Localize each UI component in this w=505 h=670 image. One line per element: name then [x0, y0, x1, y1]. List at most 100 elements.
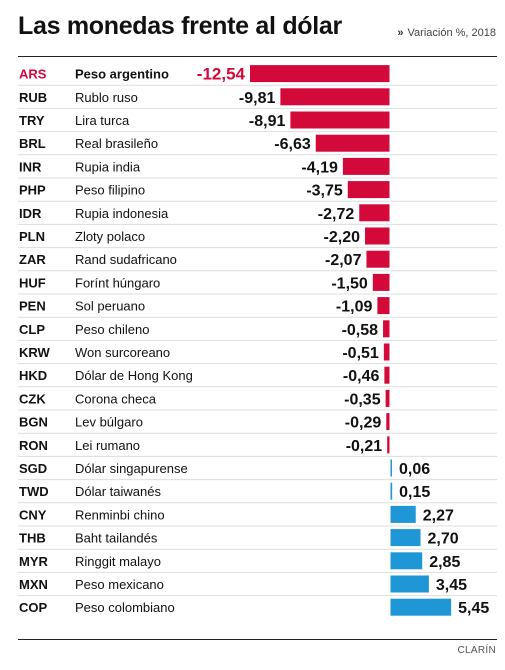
bar: [383, 320, 390, 338]
bottom-rule: [18, 639, 497, 640]
currency-code-label: INR: [19, 159, 42, 174]
bar-row: TWD Dólar taiwanés 0,15: [18, 479, 497, 501]
currency-code-label: ARS: [19, 67, 47, 82]
currency-name-label: Zloty polaco: [75, 229, 145, 244]
bar: [365, 227, 390, 245]
currency-code-label: THB: [19, 531, 46, 546]
bar: [359, 204, 390, 222]
currency-name-label: Sol peruano: [75, 299, 145, 314]
currency-name-label: Corona checa: [75, 391, 157, 406]
value-label: -1,09: [336, 299, 373, 316]
currency-code-label: SGD: [19, 461, 47, 476]
currency-name-label: Rupia india: [75, 159, 141, 174]
bar: [386, 413, 390, 431]
currency-name-label: Won surcoreano: [75, 345, 170, 360]
currency-name-label: Peso argentino: [75, 67, 169, 82]
currency-code-label: HUF: [19, 275, 46, 290]
currency-code-label: MYR: [19, 554, 49, 569]
currency-code-label: BGN: [19, 415, 48, 430]
currency-code-label: MXN: [19, 577, 48, 592]
currency-name-label: Rupia indonesia: [75, 206, 169, 221]
value-label: -12,54: [197, 65, 246, 84]
currency-name-label: Forínt húngaro: [75, 275, 160, 290]
currency-name-label: Baht tailandés: [75, 531, 158, 546]
value-label: -8,91: [249, 113, 286, 130]
bar-row: ZAR Rand sudafricano -2,07: [18, 247, 497, 269]
bar-row: THB Baht tailandés 2,70: [18, 525, 497, 548]
currency-name-label: Dólar singapurense: [75, 461, 188, 476]
bar-row: PEN Sol peruano -1,09: [18, 293, 497, 316]
value-label: -0,29: [345, 415, 382, 432]
bar-row: MXN Peso mexicano 3,45: [18, 571, 497, 594]
currency-name-label: Peso filipino: [75, 183, 145, 198]
bar: [377, 297, 390, 315]
bar: [342, 157, 390, 175]
currency-code-label: RON: [19, 438, 48, 453]
value-label: -4,19: [301, 159, 338, 176]
value-label: 3,45: [436, 577, 467, 594]
bar-row: ARS Peso argentino -12,54: [19, 65, 390, 84]
currency-name-label: Dólar de Hong Kong: [75, 368, 193, 383]
bar-row: TRY Lira turca -8,91: [18, 107, 497, 130]
currency-code-label: IDR: [19, 206, 42, 221]
value-label: -6,63: [274, 136, 311, 153]
currency-name-label: Rand sudafricano: [75, 252, 177, 267]
subtitle-text: Variación %, 2018: [407, 27, 496, 39]
subtitle-arrow-icon: »: [397, 27, 404, 39]
currency-name-label: Lira turca: [75, 113, 130, 128]
bar-row: MYR Ringgit malayo 2,85: [18, 548, 497, 571]
chart-subtitle: » Variación %, 2018: [397, 27, 496, 39]
bar-row: BGN Lev búlgaro -0,29: [18, 409, 497, 432]
currency-name-label: Ringgit malayo: [75, 554, 161, 569]
currency-name-label: Lev búlgaro: [75, 415, 143, 430]
bar-row: RUB Rublo ruso -9,81: [18, 84, 497, 107]
bar: [390, 459, 392, 477]
bar-row: RON Lei rumano -0,21: [18, 432, 497, 455]
bar: [385, 389, 390, 407]
value-label: 2,27: [423, 507, 454, 524]
bar: [383, 343, 390, 361]
bar: [390, 529, 421, 547]
source-credit: CLARÍN: [457, 645, 496, 656]
bar: [390, 598, 452, 616]
value-label: -9,81: [239, 90, 276, 107]
currency-code-label: PEN: [19, 299, 46, 314]
value-label: -0,58: [342, 322, 379, 339]
chart-title: Las monedas frente al dólar: [18, 12, 342, 40]
bar: [390, 505, 416, 523]
value-label: 2,70: [428, 531, 459, 548]
top-rule: [18, 56, 497, 57]
value-label: -0,51: [342, 345, 379, 362]
bar-row: PLN Zloty polaco -2,20: [18, 223, 497, 246]
currency-code-label: CLP: [19, 322, 45, 337]
currency-name-label: Lei rumano: [75, 438, 140, 453]
currency-name-label: Dólar taiwanés: [75, 484, 161, 499]
value-label: -1,50: [331, 275, 368, 292]
value-label: -0,35: [344, 391, 381, 408]
bar-row: HKD Dólar de Hong Kong -0,46: [18, 363, 497, 385]
value-label: 0,06: [399, 461, 430, 478]
bar: [366, 250, 390, 268]
currency-code-label: TWD: [19, 484, 49, 499]
bar-row: COP Peso colombiano 5,45: [18, 595, 497, 617]
value-label: 0,15: [399, 484, 430, 501]
value-label: 2,85: [429, 554, 460, 571]
value-label: -0,46: [343, 368, 380, 385]
currency-code-label: CNY: [19, 507, 47, 522]
bar-row: IDR Rupia indonesia -2,72: [18, 200, 497, 223]
value-label: -0,21: [346, 438, 383, 455]
bar: [372, 273, 390, 291]
bar: [347, 181, 390, 199]
bar-row: CNY Renminbi chino 2,27: [18, 502, 497, 524]
value-label: 5,45: [458, 600, 489, 617]
bar: [250, 65, 390, 83]
currency-code-label: COP: [19, 600, 48, 615]
currency-code-label: HKD: [19, 368, 47, 383]
bar-row: INR Rupia india -4,19: [18, 154, 497, 176]
currency-code-label: TRY: [19, 113, 45, 128]
bar: [387, 436, 390, 454]
currency-name-label: Peso chileno: [75, 322, 149, 337]
bar-row: CZK Corona checa -0,35: [18, 386, 497, 408]
bar: [384, 366, 390, 384]
